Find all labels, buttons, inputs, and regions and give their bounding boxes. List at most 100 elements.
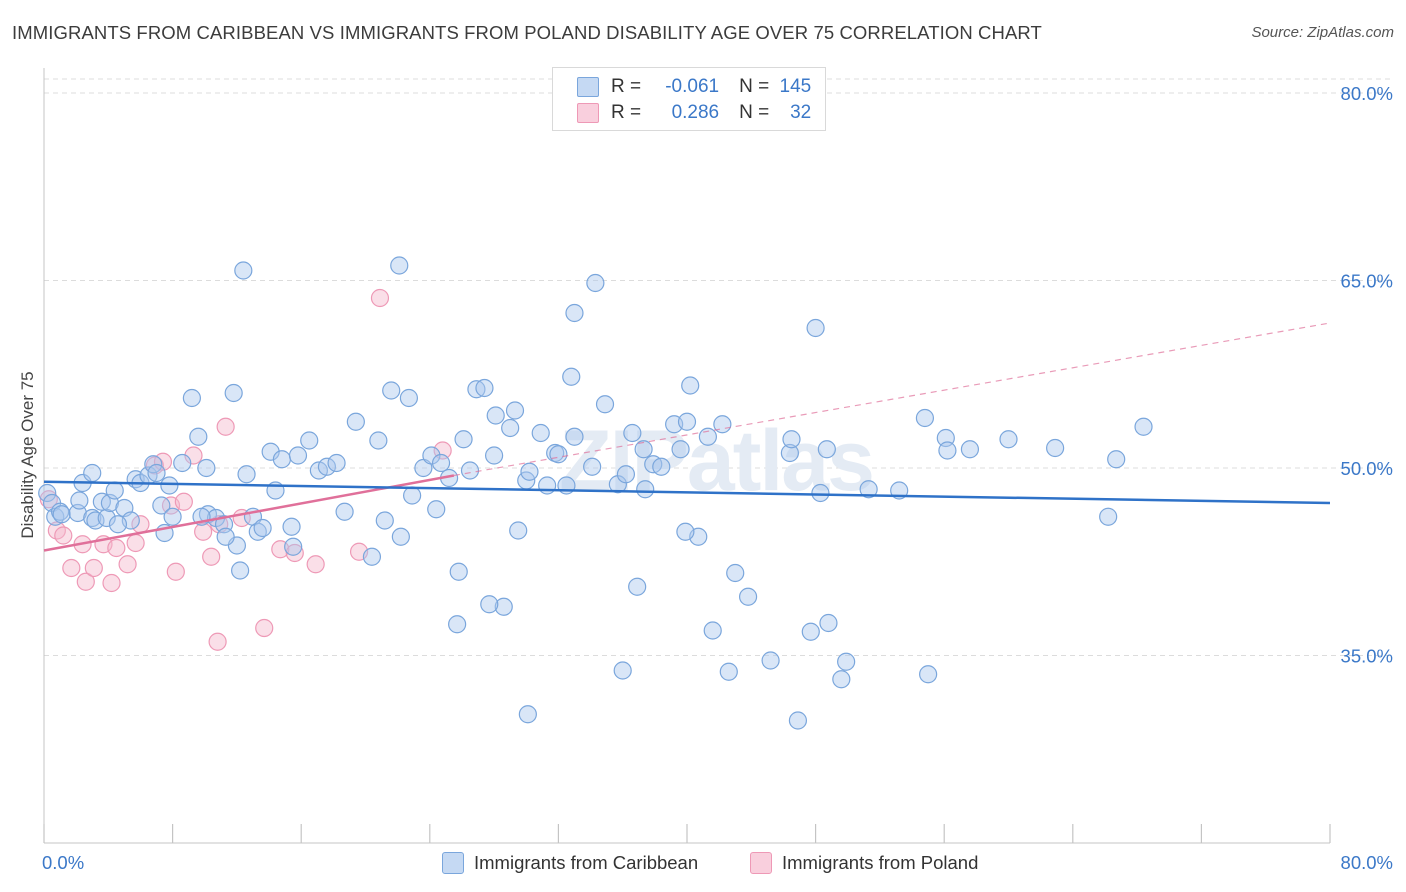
caribbean-point	[837, 652, 856, 671]
caribbean-swatch	[577, 77, 599, 97]
caribbean-point	[832, 670, 851, 689]
chart-title: IMMIGRANTS FROM CARIBBEAN VS IMMIGRANTS …	[12, 22, 1042, 43]
caribbean-swatch	[442, 852, 464, 874]
caribbean-point	[811, 483, 830, 503]
caribbean-point	[915, 408, 935, 428]
caribbean-point	[671, 440, 690, 459]
caribbean-point	[97, 508, 116, 528]
caribbean-point	[817, 440, 836, 459]
caribbean-point	[1134, 417, 1153, 436]
caribbean-point	[346, 412, 365, 431]
poland-point	[84, 558, 103, 578]
caribbean-point	[616, 465, 636, 484]
caribbean-point	[738, 587, 758, 606]
poland-points	[39, 288, 452, 651]
caribbean-point	[70, 491, 89, 510]
caribbean-point	[282, 517, 301, 536]
poland-point	[126, 533, 145, 553]
caribbean-point	[801, 622, 820, 641]
poland-point	[285, 543, 304, 563]
caribbean-point	[152, 496, 171, 515]
caribbean-point	[284, 537, 303, 556]
caribbean-point	[317, 457, 337, 476]
poland-point	[166, 562, 185, 581]
y-tick-label: 35.0%	[1341, 646, 1393, 667]
poland-point	[76, 572, 95, 591]
caribbean-point	[565, 427, 584, 446]
caribbean-point	[391, 527, 410, 546]
caribbean-point	[300, 431, 319, 450]
caribbean-point	[327, 453, 346, 473]
n-value: 32	[790, 102, 812, 123]
caribbean-point	[237, 465, 256, 484]
x-tick-label: 80.0%	[1341, 852, 1393, 873]
caribbean-point	[480, 595, 499, 614]
poland-point	[194, 522, 213, 541]
caribbean-point	[726, 563, 745, 583]
caribbean-point	[448, 615, 467, 634]
caribbean-point	[108, 515, 128, 534]
caribbean-point	[634, 440, 653, 459]
caribbean-point	[234, 261, 253, 280]
caribbean-point	[253, 518, 272, 538]
caribbean-point	[636, 480, 655, 499]
caribbean-point	[677, 412, 697, 431]
caribbean-point	[173, 453, 192, 473]
caribbean-point	[231, 561, 250, 580]
y-tick-labels: 35.0% 50.0% 65.0% 80.0%	[1341, 83, 1393, 667]
caribbean-point	[819, 613, 838, 633]
caribbean-point	[494, 597, 513, 616]
caribbean-point	[216, 527, 235, 546]
poland-point	[118, 555, 137, 574]
caribbean-point	[288, 446, 308, 465]
caribbean-point	[375, 511, 394, 530]
caribbean-point	[224, 383, 243, 403]
poland-point	[102, 573, 121, 593]
poland-point	[62, 558, 81, 578]
caribbean-point	[703, 621, 722, 640]
caribbean-point	[475, 378, 494, 398]
y-tick-label: 65.0%	[1341, 271, 1393, 292]
caribbean-point	[272, 450, 292, 469]
caribbean-point	[859, 480, 878, 499]
legend-label-poland: Immigrants from Poland	[782, 852, 979, 873]
poland-point	[306, 555, 325, 574]
caribbean-point	[549, 445, 568, 464]
caribbean-point	[562, 367, 581, 386]
poland-point	[54, 526, 73, 545]
caribbean-point	[147, 463, 166, 483]
poland-point	[174, 492, 193, 511]
poland-swatch	[750, 852, 772, 874]
x-tick-label: 0.0%	[42, 852, 84, 873]
caribbean-point	[454, 430, 473, 449]
caribbean-point	[431, 453, 451, 473]
source-label: Source: ZipAtlas.com	[1251, 24, 1394, 41]
r-label: R =	[611, 102, 642, 123]
caribbean-point	[83, 463, 102, 483]
caribbean-point	[919, 665, 938, 684]
legend-item-poland[interactable]: Immigrants from Poland	[750, 852, 978, 874]
caribbean-point	[505, 401, 525, 420]
poland-point	[202, 547, 221, 566]
legend-item-caribbean[interactable]: Immigrants from Caribbean	[442, 852, 698, 874]
legend-row-poland: R = 0.286 N = 32	[577, 101, 811, 125]
caribbean-point	[189, 427, 208, 446]
caribbean-trend-line	[43, 480, 1331, 505]
caribbean-point	[501, 418, 520, 438]
caribbean-points	[38, 256, 1153, 730]
axes	[43, 68, 1331, 844]
caribbean-point	[719, 662, 738, 681]
poland-point	[208, 632, 227, 651]
caribbean-point	[197, 458, 216, 478]
caribbean-point	[565, 303, 584, 323]
x-tick-labels: 0.0% 80.0%	[42, 852, 1393, 873]
caribbean-point	[362, 547, 382, 566]
y-tick-label: 80.0%	[1341, 83, 1393, 104]
caribbean-point	[163, 507, 182, 526]
caribbean-point	[960, 440, 980, 459]
caribbean-point	[782, 430, 801, 449]
caribbean-point	[652, 457, 671, 476]
caribbean-point	[999, 430, 1018, 449]
caribbean-point	[38, 483, 57, 503]
caribbean-point	[399, 388, 419, 408]
